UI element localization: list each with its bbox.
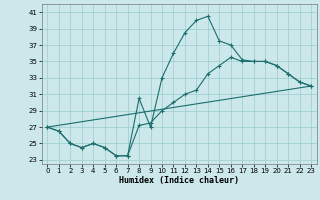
X-axis label: Humidex (Indice chaleur): Humidex (Indice chaleur) (119, 176, 239, 185)
